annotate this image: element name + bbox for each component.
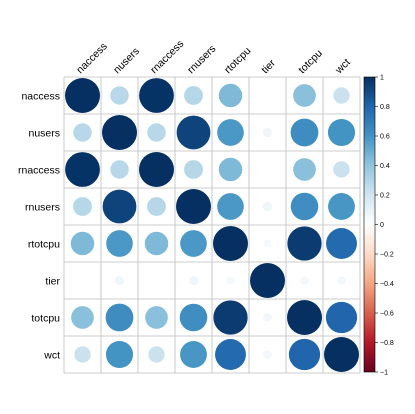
corr-circle-wct-wct	[324, 337, 359, 372]
row-label-totcpu: totcpu	[31, 313, 60, 325]
corr-circle-tier-rtotcpu	[226, 276, 235, 285]
row-label-tier: tier	[45, 276, 60, 288]
corr-circle-rtotcpu-wct	[326, 228, 357, 259]
corr-circle-rnaccess-rnaccess	[139, 152, 174, 187]
corr-circle-nusers-rnusers	[176, 115, 211, 150]
colorbar-tick-label: 0.4	[380, 163, 390, 170]
colorbar-tick-label: 0.2	[380, 193, 390, 200]
col-label-rnusers: rnusers	[185, 43, 218, 76]
corr-circle-rnusers-nusers	[102, 189, 137, 224]
corr-circle-rnusers-rnusers	[176, 189, 211, 224]
colorbar-gradient	[363, 76, 376, 373]
corr-circle-rnaccess-rnusers	[184, 160, 203, 179]
corr-circle-nusers-tier	[262, 127, 273, 138]
corr-circle-totcpu-rnusers	[179, 303, 208, 332]
col-label-rnaccess: rnaccess	[148, 38, 186, 76]
corr-circle-rnaccess-wct	[333, 161, 350, 178]
colorbar-tick-label: −0.4	[380, 281, 394, 288]
corr-circle-totcpu-tier	[263, 313, 272, 322]
col-label-nusers: nusers	[111, 45, 142, 76]
corr-circle-nusers-nusers	[102, 115, 137, 150]
corr-circle-rnusers-tier	[262, 201, 273, 212]
col-label-wct: wct	[332, 56, 352, 76]
corr-circle-naccess-naccess	[65, 78, 100, 113]
corr-circle-wct-naccess	[74, 346, 91, 363]
corr-circle-totcpu-naccess	[71, 306, 94, 329]
corr-circle-wct-rtotcpu	[215, 339, 246, 370]
corr-circle-wct-totcpu	[288, 338, 321, 371]
corr-circle-naccess-rnusers	[184, 86, 203, 105]
corr-circle-tier-rnusers	[188, 275, 199, 286]
row-label-rtotcpu: rtotcpu	[28, 239, 60, 251]
row-label-rnusers: rnusers	[25, 202, 60, 214]
col-label-totcpu: totcpu	[296, 47, 325, 76]
corr-circle-naccess-totcpu	[293, 84, 316, 107]
color-legend: 1 0.8 0.6 0.4 0.2 0 −0.2 −0.4 −0.6 −0.8 −1	[363, 75, 394, 377]
corr-circle-rtotcpu-totcpu	[287, 226, 322, 261]
colorbar-tick-label: −0.2	[380, 252, 394, 259]
plot-grid	[63, 76, 361, 374]
corr-circle-nusers-wct	[327, 118, 356, 147]
corr-circle-rnusers-rtotcpu	[217, 193, 244, 220]
corr-circle-totcpu-nusers	[105, 303, 134, 332]
corr-circle-naccess-rnaccess	[139, 78, 174, 113]
colorbar-tick-label: 0.6	[380, 134, 390, 141]
corr-circle-wct-nusers	[105, 340, 134, 369]
corr-circle-tier-wct	[337, 276, 346, 285]
corr-circle-rtotcpu-rtotcpu	[213, 226, 248, 261]
colorbar-tick-label: 0	[380, 222, 384, 229]
row-labels: naccess nusers rnaccess rnusers rtotcpu tier t…	[18, 91, 61, 362]
corr-circle-totcpu-totcpu	[287, 300, 322, 335]
colorbar-tick-label: 1	[380, 75, 384, 82]
col-label-rtotcpu: rtotcpu	[222, 45, 253, 76]
corr-circle-totcpu-rtotcpu	[213, 300, 248, 335]
colorbar-tick-label: −0.8	[380, 340, 394, 347]
corr-circle-totcpu-rnaccess	[145, 306, 168, 329]
colorbar-tick-label: −1	[380, 370, 388, 377]
correlation-circles	[65, 78, 359, 372]
corr-circle-tier-totcpu	[300, 276, 309, 285]
corr-circle-rnaccess-nusers	[110, 160, 129, 179]
corr-circle-rnusers-wct	[328, 193, 355, 220]
corr-circle-nusers-rnaccess	[147, 123, 166, 142]
corr-circle-rtotcpu-rnaccess	[144, 231, 169, 256]
corr-circle-tier-tier	[250, 263, 285, 298]
corr-circle-rnusers-totcpu	[290, 192, 319, 221]
corr-circle-nusers-naccess	[73, 123, 92, 142]
col-label-tier: tier	[259, 57, 278, 76]
corr-circle-rnaccess-totcpu	[293, 158, 316, 181]
corr-circle-rtotcpu-rnusers	[180, 230, 207, 257]
corr-circle-wct-tier	[263, 350, 272, 359]
colorbar-tick-label: −0.6	[380, 311, 394, 318]
corr-circle-nusers-rtotcpu	[217, 119, 244, 146]
corr-circle-rnaccess-naccess	[65, 152, 100, 187]
corr-circle-naccess-wct	[333, 87, 350, 104]
corr-circle-rnusers-naccess	[73, 197, 92, 216]
corr-circle-naccess-rtotcpu	[218, 83, 243, 108]
corr-circle-nusers-totcpu	[290, 118, 319, 147]
colorbar-tick-label: 0.8	[380, 104, 390, 111]
corr-circle-rnaccess-rtotcpu	[218, 157, 243, 182]
corr-circle-rnusers-rnaccess	[147, 197, 166, 216]
col-label-naccess: naccess	[74, 40, 110, 76]
row-label-nusers: nusers	[28, 128, 60, 140]
corr-circle-wct-rnaccess	[148, 346, 165, 363]
corr-circle-totcpu-wct	[325, 301, 358, 334]
corr-circle-wct-rnusers	[180, 341, 207, 368]
corr-circle-tier-nusers	[114, 275, 125, 286]
row-label-naccess: naccess	[21, 91, 60, 103]
corr-circle-rtotcpu-nusers	[106, 230, 133, 257]
corr-circle-naccess-nusers	[110, 86, 129, 105]
row-label-wct: wct	[43, 350, 60, 362]
corr-circle-rtotcpu-tier	[263, 239, 272, 248]
row-label-rnaccess: rnaccess	[18, 165, 60, 177]
corr-circle-rtotcpu-naccess	[70, 231, 95, 256]
